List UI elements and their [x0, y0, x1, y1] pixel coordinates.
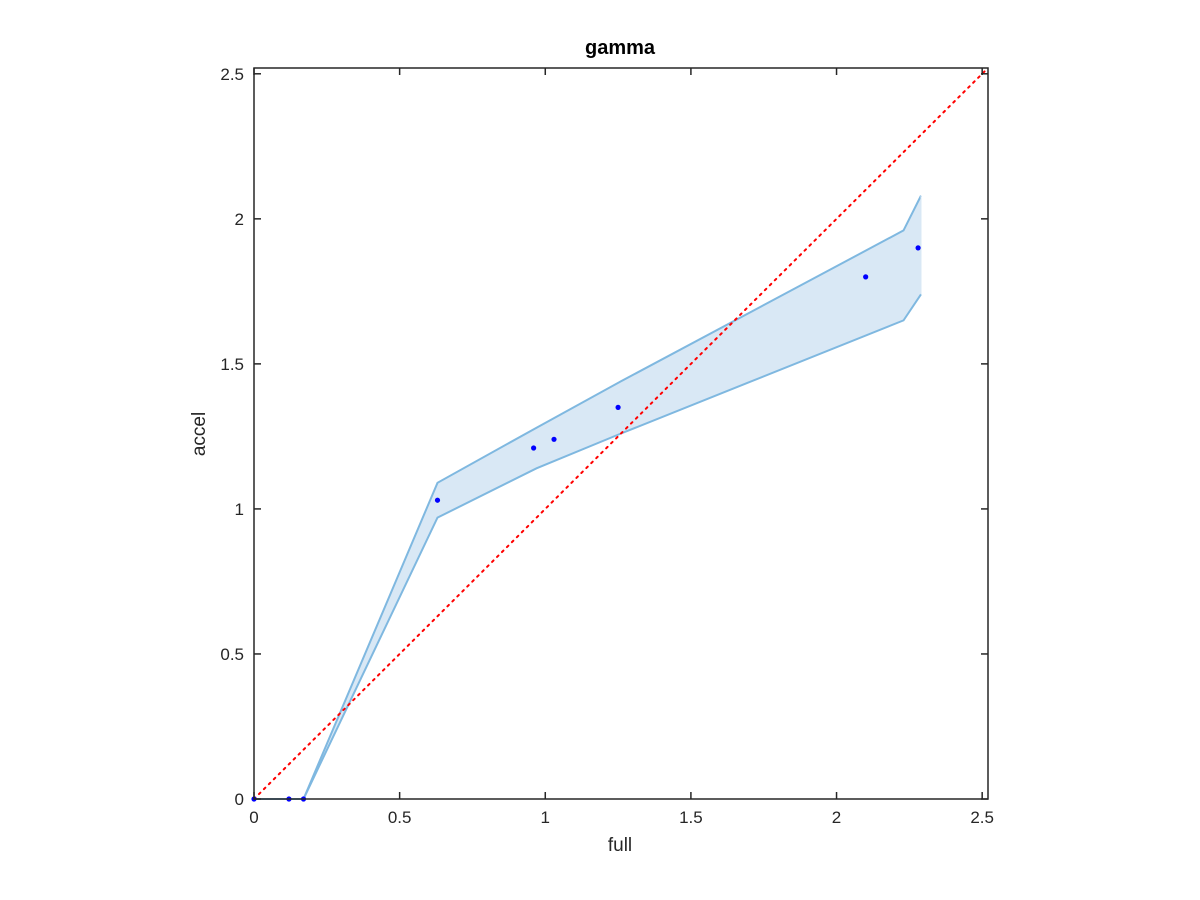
y-tick-label: 1.5 — [220, 355, 244, 374]
x-axis-label: full — [608, 835, 632, 856]
y-tick-label: 0 — [235, 790, 244, 809]
y-tick-label: 0.5 — [220, 645, 244, 664]
axes-box — [253, 67, 989, 800]
data-point — [915, 245, 921, 251]
data-point — [863, 274, 869, 280]
data-point — [615, 404, 621, 410]
x-tick-label: 0 — [249, 808, 258, 827]
data-point — [551, 436, 557, 442]
data-point — [434, 497, 441, 503]
data-point — [531, 445, 537, 451]
y-tick-label: 2.5 — [220, 65, 244, 84]
x-tick-label: 2.5 — [970, 808, 994, 827]
chart-title: gamma — [585, 37, 656, 59]
x-tick-label: 1.5 — [679, 808, 703, 827]
x-tick-label: 2 — [832, 808, 841, 827]
x-tick-label: 0.5 — [388, 808, 412, 827]
y-tick-label: 2 — [235, 210, 244, 229]
axes: 0 0.5 1 1.5 2 2.5 0 0.5 1 1.5 2 2.5 — [220, 65, 994, 827]
confidence-band — [254, 195, 922, 800]
x-tick-label: 1 — [541, 808, 550, 827]
reference-diagonal-line — [253, 67, 989, 800]
y-tick-label: 1 — [235, 500, 244, 519]
y-axis-label: accel — [189, 412, 210, 456]
